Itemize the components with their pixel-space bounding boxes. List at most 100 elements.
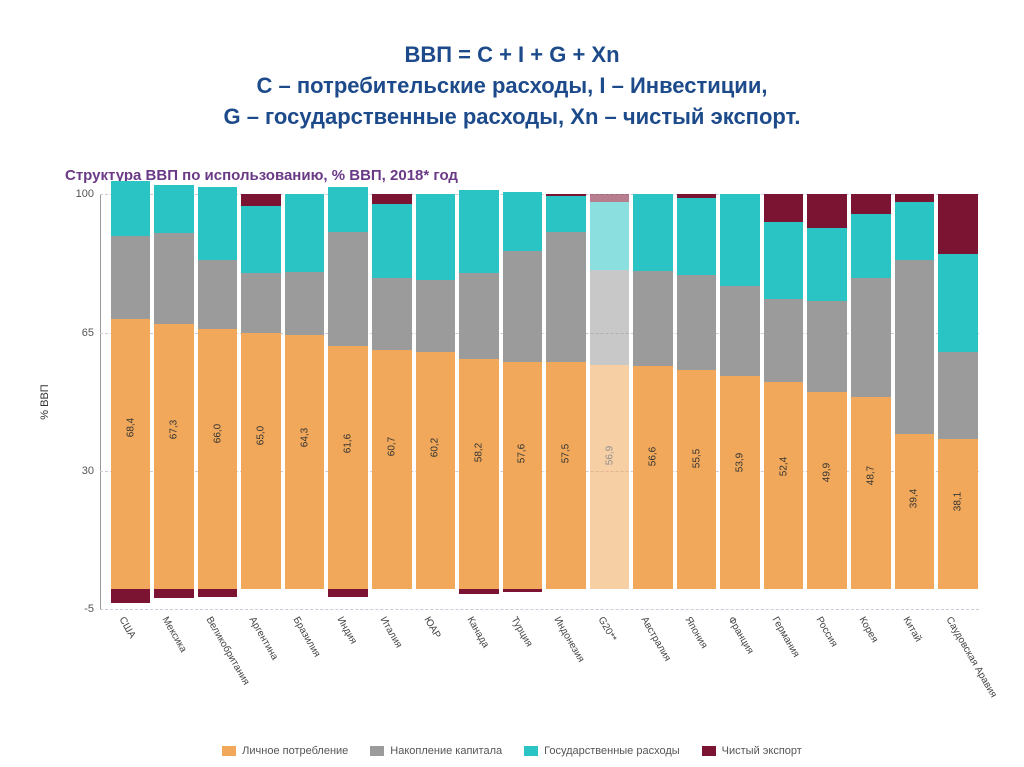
bar-value-label: 65,0 — [256, 426, 267, 445]
y-tick-label: 65 — [64, 327, 94, 339]
legend-swatch — [524, 746, 538, 756]
bar-segment-investment — [459, 273, 499, 360]
x-label-col: ЮАР — [411, 609, 451, 729]
y-tick-label: 30 — [64, 465, 94, 477]
bar-value-label: 57,5 — [560, 444, 571, 463]
legend-swatch — [370, 746, 384, 756]
x-tick-label: Бразилия — [290, 615, 322, 659]
bar-value-label: 57,6 — [517, 444, 528, 463]
x-label-col: Турция — [498, 609, 538, 729]
bar-segment-consumption: 53,9 — [720, 376, 760, 589]
title-line-1: ВВП = C + I + G + Xn — [30, 40, 994, 71]
bar-segment-government — [720, 194, 760, 285]
bar-segment-government — [677, 198, 717, 275]
x-tick-label: Мексика — [160, 615, 189, 654]
bar-column: 61,6 — [324, 194, 364, 609]
x-label-col: Австралия — [629, 609, 669, 729]
legend-label: Личное потребление — [242, 745, 348, 757]
x-tick-label: Россия — [813, 615, 839, 649]
bar-segment-consumption: 56,9 — [590, 365, 630, 590]
title-line-3: G – государственные расходы, Xn – чистый… — [30, 102, 994, 133]
bar-segment-consumption: 57,6 — [503, 362, 543, 589]
legend-label: Чистый экспорт — [722, 745, 802, 757]
bar-value-label: 38,1 — [952, 492, 963, 511]
bar-segment-government — [938, 254, 978, 352]
bar-segment-consumption: 39,4 — [895, 434, 935, 590]
x-label-col: Великобритания — [193, 609, 233, 729]
bar-segment-government — [372, 204, 412, 278]
legend-item: Чистый экспорт — [702, 745, 802, 757]
bar-value-label: 55,5 — [691, 449, 702, 468]
x-tick-label: Канада — [465, 615, 491, 650]
bar-segment-investment — [503, 251, 543, 362]
bar-segment-government — [546, 196, 586, 232]
x-label-col: Канада — [454, 609, 494, 729]
bar-segment-government — [590, 202, 630, 270]
bar-segment-investment — [546, 232, 586, 362]
x-label-col: Индия — [324, 609, 364, 729]
x-label-col: Мексика — [150, 609, 190, 729]
bar-column: 65,0 — [237, 194, 277, 609]
bar-segment-government — [198, 187, 238, 260]
bar-segment-net_export — [154, 589, 194, 598]
bar-segment-net_export — [241, 194, 281, 206]
x-label-col: Италия — [367, 609, 407, 729]
bar-column: 55,5 — [672, 194, 712, 609]
bar-segment-consumption: 67,3 — [154, 324, 194, 590]
legend-item: Личное потребление — [222, 745, 348, 757]
legend-item: Государственные расходы — [524, 745, 680, 757]
bar-segment-investment — [764, 299, 804, 382]
x-tick-label: Индия — [334, 615, 358, 646]
bar-segment-consumption: 58,2 — [459, 359, 499, 589]
bar-column: 38,1 — [933, 194, 973, 609]
bar-segment-consumption: 61,6 — [328, 346, 368, 589]
chart-title: Структура ВВП по использованию, % ВВП, 2… — [65, 167, 994, 184]
bar-segment-consumption: 57,5 — [546, 362, 586, 589]
bar-value-label: 56,6 — [648, 446, 659, 465]
bar-segment-consumption: 60,7 — [372, 350, 412, 590]
x-labels: США МексикаВеликобритания Аргентина Бразили… — [100, 609, 979, 729]
bar-value-label: 58,2 — [473, 443, 484, 462]
bar-segment-consumption: 66,0 — [198, 329, 238, 590]
bar-value-label: 39,4 — [909, 489, 920, 508]
title-block: ВВП = C + I + G + Xn C – потребительские… — [30, 40, 994, 132]
bar-column: 58,2 — [454, 194, 494, 609]
bar-segment-government — [633, 194, 673, 271]
page-root: ВВП = C + I + G + Xn C – потребительские… — [0, 0, 1024, 767]
bar-segment-net_export — [938, 194, 978, 253]
bar-column: 52,4 — [759, 194, 799, 609]
bar-segment-net_export — [851, 194, 891, 214]
x-label-col: Корея — [846, 609, 886, 729]
bar-column: 60,7 — [367, 194, 407, 609]
bar-segment-net_export — [895, 194, 935, 202]
bar-column: 68,4 — [106, 194, 146, 609]
bar-segment-government — [111, 181, 151, 237]
bar-column: 56,6 — [629, 194, 669, 609]
x-label-col: Япония — [672, 609, 712, 729]
x-label-col: Франция — [716, 609, 756, 729]
x-tick-label: Китай — [900, 615, 923, 644]
legend-item: Накопление капитала — [370, 745, 502, 757]
bar-segment-consumption: 65,0 — [241, 333, 281, 590]
bar-column: 64,3 — [280, 194, 320, 609]
bar-segment-consumption: 48,7 — [851, 397, 891, 589]
bar-segment-government — [807, 228, 847, 301]
y-axis-label: % ВВП — [39, 384, 51, 419]
legend-label: Государственные расходы — [544, 745, 680, 757]
legend: Личное потребление Накопление капитала Гос… — [30, 745, 994, 757]
bar-value-label: 64,3 — [299, 428, 310, 447]
bar-segment-consumption: 68,4 — [111, 319, 151, 589]
x-tick-label: Аргентина — [247, 615, 281, 662]
bar-value-label: 68,4 — [125, 418, 136, 437]
bar-column: 53,9 — [716, 194, 756, 609]
x-tick-label: Австралия — [639, 615, 673, 663]
bar-segment-government — [241, 206, 281, 273]
bar-column: 39,4 — [890, 194, 930, 609]
bar-value-label: 48,7 — [865, 466, 876, 485]
x-label-col: США — [106, 609, 146, 729]
bar-segment-consumption: 55,5 — [677, 370, 717, 589]
bar-segment-consumption: 64,3 — [285, 335, 325, 589]
x-tick-label: Корея — [857, 615, 880, 645]
bar-segment-consumption: 49,9 — [807, 392, 847, 589]
bar-segment-net_export — [590, 194, 630, 202]
